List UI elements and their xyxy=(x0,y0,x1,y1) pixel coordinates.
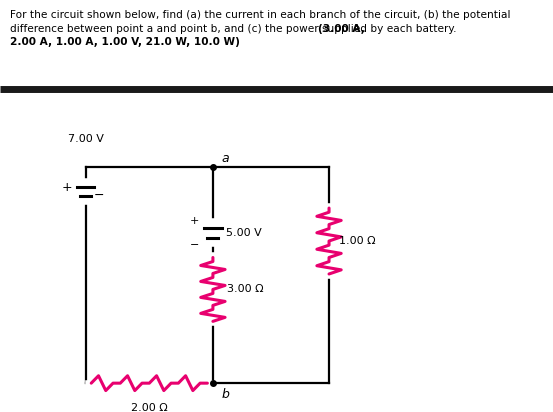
Text: 1.00 Ω: 1.00 Ω xyxy=(339,236,375,246)
Text: +: + xyxy=(61,181,72,194)
Text: difference between point a and point b, and (c) the power supplied by each batte: difference between point a and point b, … xyxy=(10,24,460,34)
Text: a: a xyxy=(222,152,229,165)
Text: 3.00 Ω: 3.00 Ω xyxy=(227,284,263,295)
Text: 2.00 Ω: 2.00 Ω xyxy=(131,403,168,412)
Text: For the circuit shown below, find (a) the current in each branch of the circuit,: For the circuit shown below, find (a) th… xyxy=(10,10,510,20)
Text: −: − xyxy=(94,189,105,202)
Text: 5.00 V: 5.00 V xyxy=(226,228,262,238)
Text: 2.00 A, 1.00 A, 1.00 V, 21.0 W, 10.0 W): 2.00 A, 1.00 A, 1.00 V, 21.0 W, 10.0 W) xyxy=(10,37,240,47)
Text: 7.00 V: 7.00 V xyxy=(68,134,103,144)
Text: (3.00 A,: (3.00 A, xyxy=(318,24,365,34)
Text: b: b xyxy=(222,388,229,401)
Text: +: + xyxy=(190,216,200,226)
Text: −: − xyxy=(190,240,200,250)
